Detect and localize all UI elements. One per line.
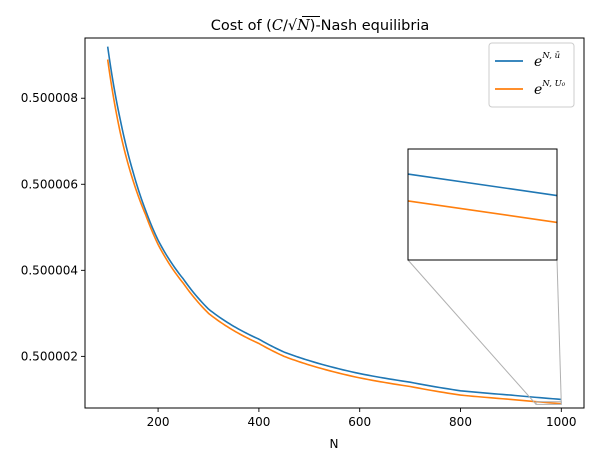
legend-sup-series-2: N, U₀ [541,79,565,89]
legend-box [488,42,575,108]
y-tick-label: 0.500002 [21,349,78,363]
inset-frame [407,148,558,261]
legend-label-series-1: eN, ū [534,51,560,70]
plot-area: 200 400 600 800 1000 0.5000020.5000040.50000… [21,37,585,429]
title-n: N [296,18,311,34]
x-axis-label: N [330,437,339,451]
legend-label-series-2: eN, U₀ [534,79,566,98]
chart-title: Cost of (C/√N)-Nash equilibria [211,18,430,34]
inset-axes [407,148,558,261]
legend-sup-series-1: N, ū [541,51,560,61]
inset-series-group [407,173,558,224]
y-tick-label: 0.500006 [21,177,78,191]
x-tick-label: 400 [247,415,270,429]
series-line-1 [106,46,562,401]
series-group [106,46,562,405]
y-axis-ticks: 0.500002 0.500004 0.500006 0.500008 [21,91,85,363]
inset-series-line-2 [407,200,558,224]
legend-main-series-1: e [534,54,542,70]
inset-series-line-1 [407,173,558,197]
x-tick-label: 1000 [546,415,577,429]
title-suffix: )-Nash equilibria [310,18,429,34]
x-tick-label: 200 [147,415,170,429]
series-line-2 [106,59,562,405]
x-tick-label: 800 [449,415,472,429]
y-tick-label: 0.500004 [21,263,78,277]
legend-main-series-2: e [534,82,542,98]
x-axis-ticks: 200 400 600 800 1000 [147,408,577,429]
zoom-connector-left [407,259,537,405]
legend: eN, ū eN, U₀ [488,42,575,108]
title-slash: / [283,18,288,34]
title-sqrt: √ [288,18,298,34]
y-tick-label: 0.500008 [21,91,78,105]
plot-frame [84,37,585,409]
inset-indicator [407,259,562,405]
zoom-connector-right [556,259,562,405]
title-c: C [272,18,283,34]
title-prefix: Cost of ( [211,18,272,34]
x-tick-label: 600 [348,415,371,429]
